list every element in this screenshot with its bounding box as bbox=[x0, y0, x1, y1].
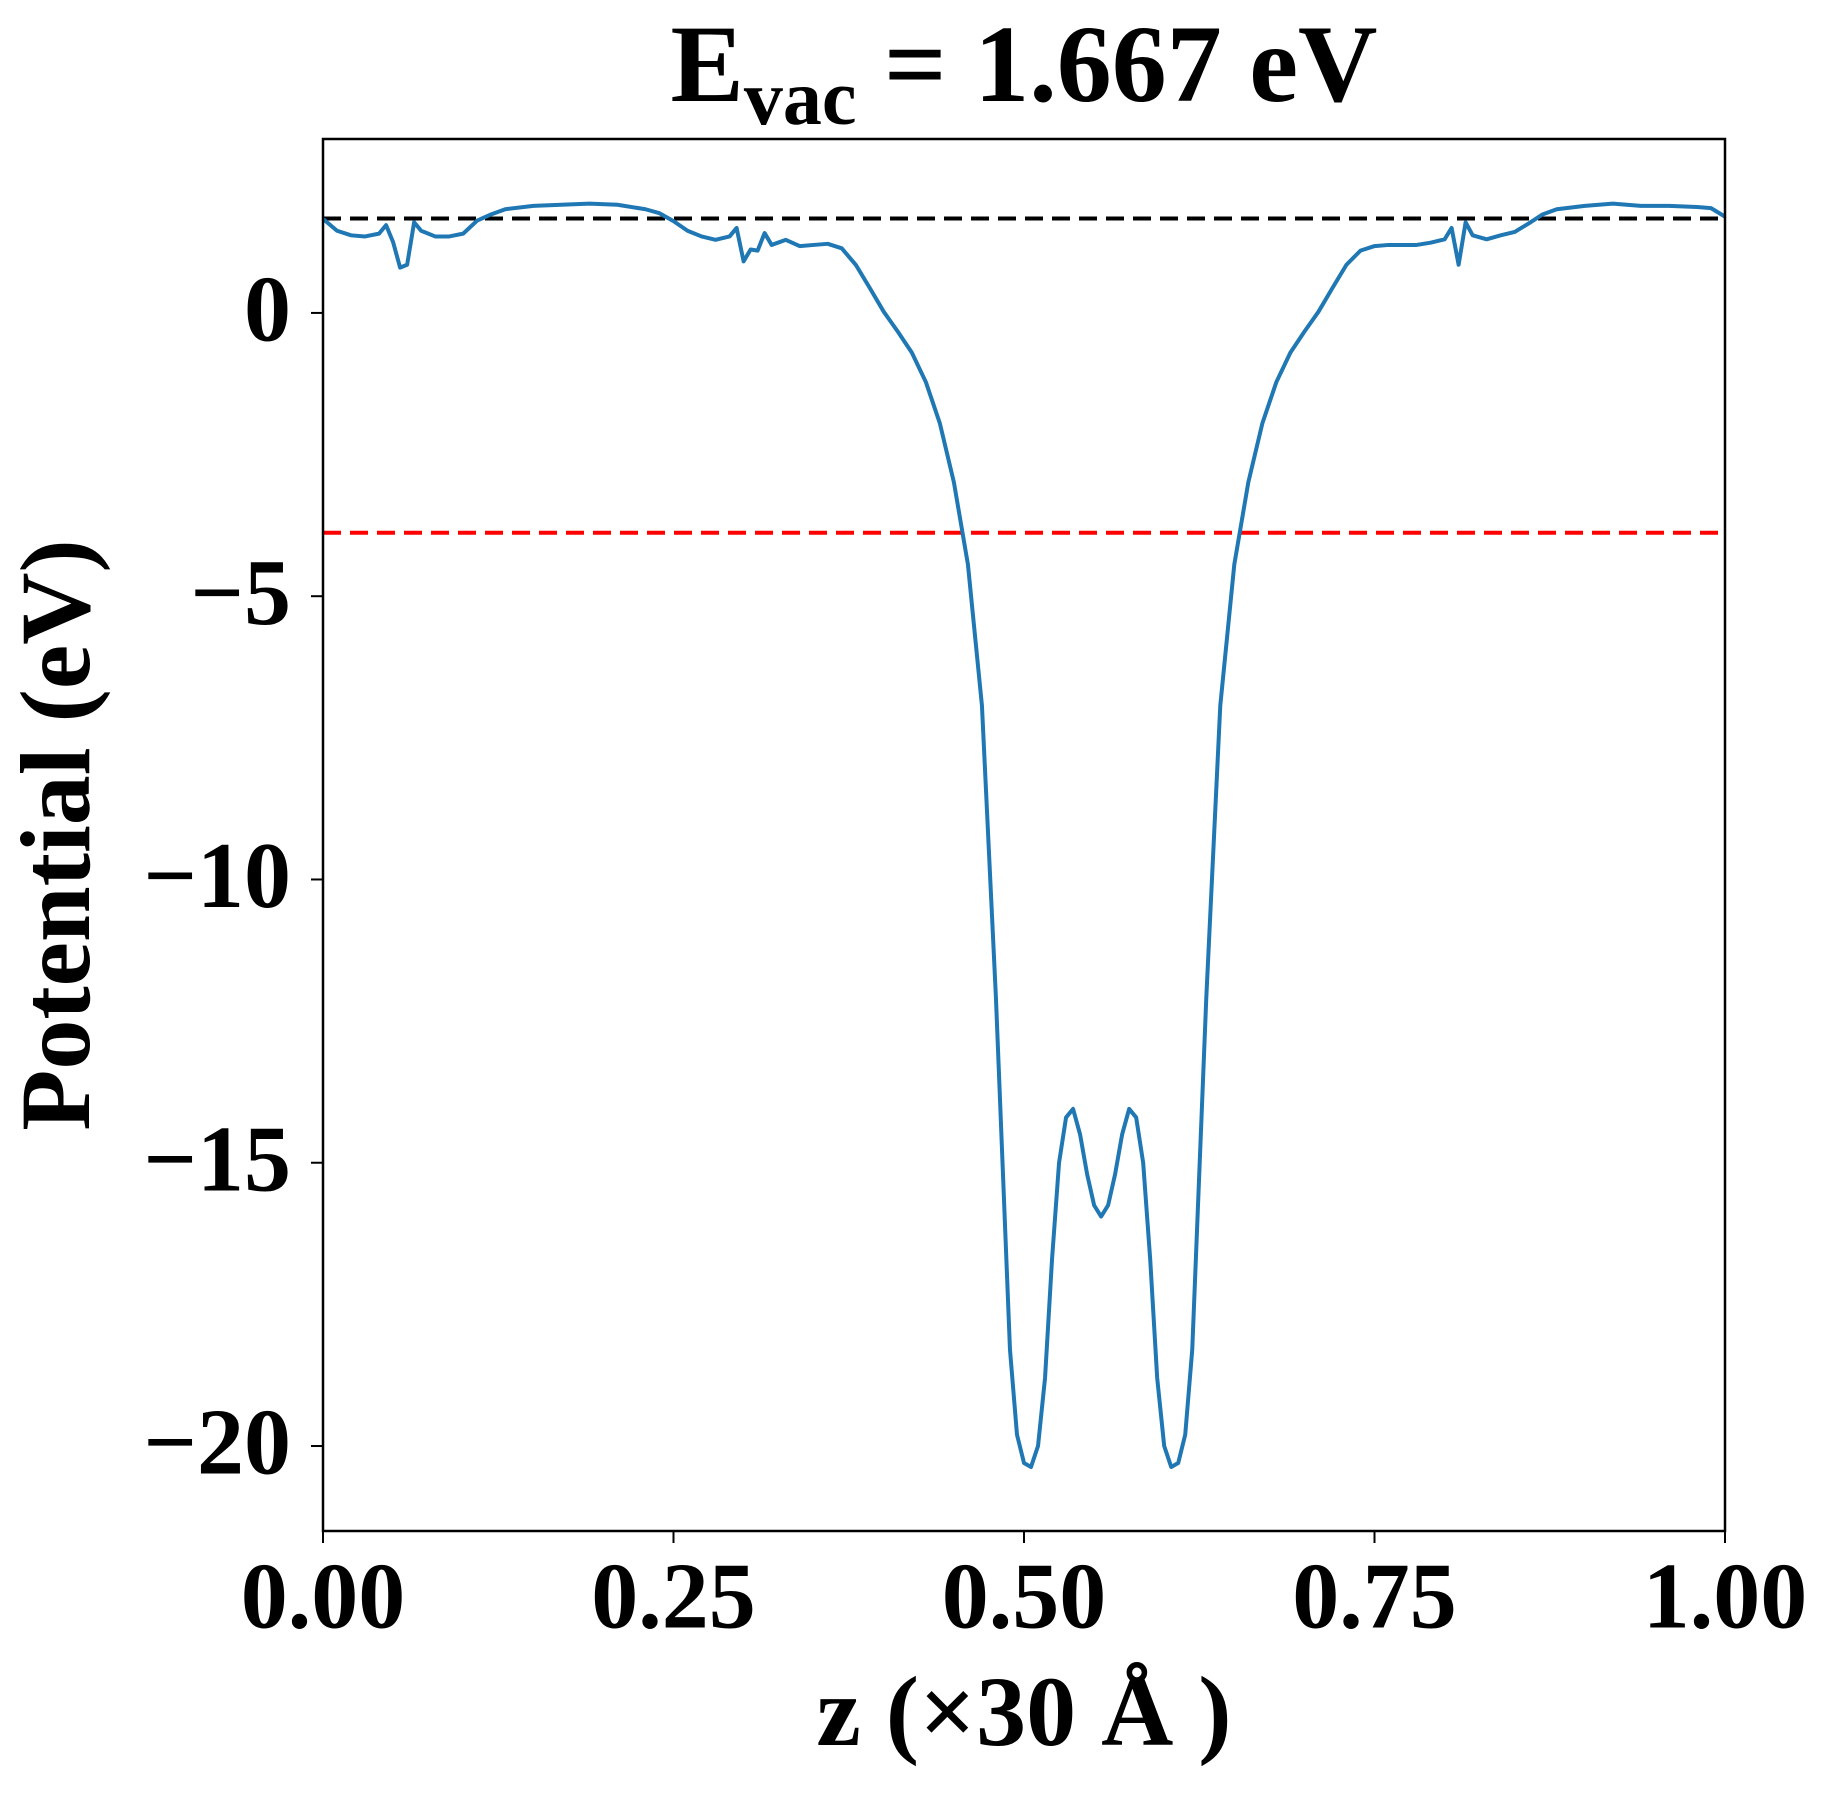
y-tick-label: −5 bbox=[190, 541, 291, 645]
x-tick-label: 0.50 bbox=[942, 1545, 1107, 1649]
x-tick-label: 0.75 bbox=[1292, 1545, 1457, 1649]
y-tick-label: −20 bbox=[143, 1391, 291, 1495]
x-axis-label: z (×30 Å ) bbox=[816, 1656, 1231, 1767]
title-sub: vac bbox=[744, 54, 857, 141]
data-line bbox=[321, 201, 1727, 1469]
y-tick-label: −15 bbox=[143, 1107, 291, 1211]
x-tick-label: 0.00 bbox=[241, 1545, 406, 1649]
title-base: E bbox=[671, 3, 744, 125]
y-tick-label: −10 bbox=[143, 824, 291, 928]
chart-title: Evac = 1.667 eV bbox=[671, 3, 1378, 141]
x-tick-label: 0.25 bbox=[591, 1545, 756, 1649]
y-axis-label: Potential (eV) bbox=[0, 539, 111, 1130]
x-tick-label: 1.00 bbox=[1643, 1545, 1808, 1649]
plot-frame bbox=[321, 137, 1727, 1533]
title-rest: = 1.667 eV bbox=[857, 3, 1378, 125]
y-tick-label: 0 bbox=[244, 258, 291, 362]
